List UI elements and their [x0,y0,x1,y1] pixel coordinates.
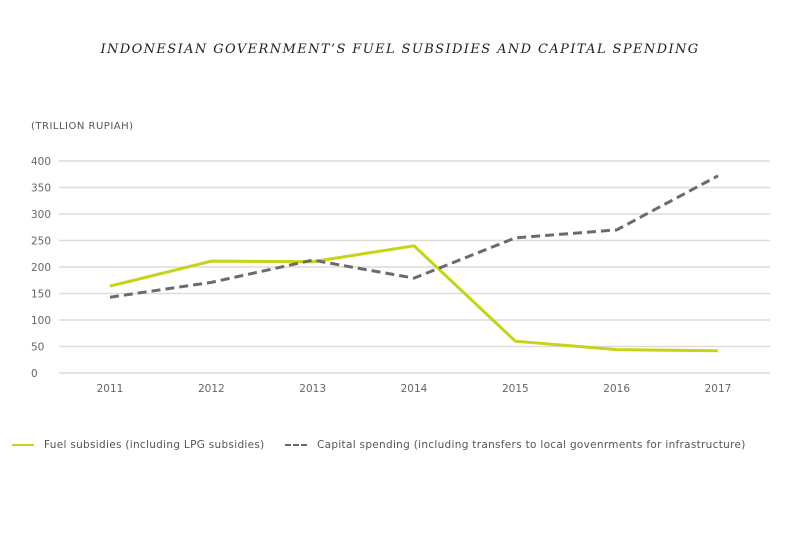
x-tick-label: 2013 [299,383,326,395]
series-line-fuel-subsidies [109,244,719,353]
series-line-capital-spending [109,174,719,299]
x-tick-label: 2016 [603,383,630,395]
legend-label: Capital spending (including transfers to… [317,439,746,451]
y-tick-label: 150 [31,289,51,301]
y-tick-label: 50 [31,342,44,354]
y-axis-unit-label: (TRILLION RUPIAH) [31,121,134,132]
y-tick-label: 200 [31,262,51,274]
x-tick-label: 2017 [705,383,732,395]
y-tick-label: 0 [31,368,38,380]
y-tick-label: 100 [31,315,51,327]
y-tick-label: 350 [31,183,51,195]
x-tick-label: 2011 [97,383,124,395]
x-tick-label: 2015 [502,383,529,395]
y-tick-label: 300 [31,209,51,221]
legend-swatch-solid-line [12,444,34,446]
legend-label: Fuel subsidies (including LPG subsidies) [44,439,265,451]
x-tick-label: 2012 [198,383,225,395]
chart-title: INDONESIAN GOVERNMENT’S FUEL SUBSIDIES A… [100,42,700,57]
legend-swatch-dashed-line [285,444,307,446]
y-tick-label: 250 [31,236,51,248]
x-tick-label: 2014 [401,383,428,395]
y-tick-label: 400 [31,156,51,168]
